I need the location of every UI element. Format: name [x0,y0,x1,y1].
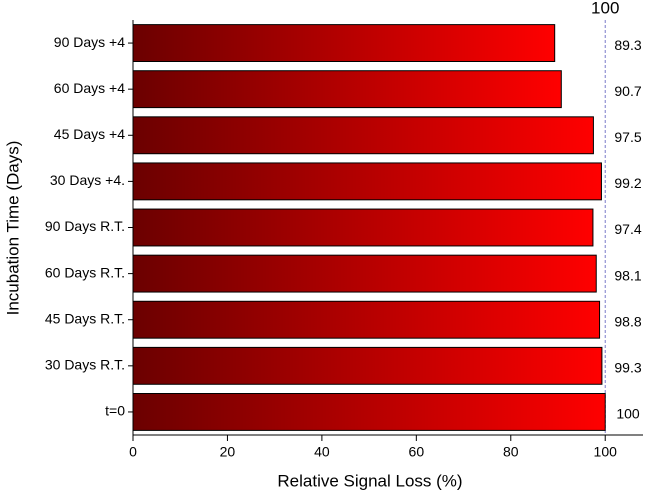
bar [132,116,594,155]
bar [132,162,602,201]
y-tick-label: 60 Days +4 [54,80,125,96]
y-tick-label: t=0 [105,403,125,419]
bar [132,70,562,109]
y-tick-label: 30 Days R.T. [45,357,125,373]
x-tick-label: 0 [129,444,137,460]
bar [132,254,597,293]
x-tick-label: 60 [409,444,425,460]
y-tick-label: 60 Days R.T. [45,264,125,280]
x-tick-label: 100 [594,444,618,460]
y-tick-label: 30 Days +4. [50,172,125,188]
value-label: 98.8 [614,313,641,329]
value-label: 98.1 [614,267,641,283]
y-axis-label: Incubation Time (Days) [3,141,22,316]
reference-label: 100 [591,0,619,17]
y-tick-label: 45 Days +4 [54,126,125,142]
x-axis-label: Relative Signal Loss (%) [277,471,462,490]
value-label: 99.2 [614,175,641,191]
value-label: 97.4 [614,221,641,237]
y-tick-label: 90 Days +4 [54,34,125,50]
x-tick-label: 80 [503,444,519,460]
bar [132,346,603,385]
y-tick-label: 90 Days R.T. [45,218,125,234]
x-tick-label: 40 [314,444,330,460]
value-label: 97.5 [614,129,641,145]
y-tick-label: 45 Days R.T. [45,310,125,326]
value-label: 90.7 [614,83,641,99]
bar [132,24,556,62]
bar [132,208,594,247]
bar [132,393,606,431]
x-tick-label: 20 [220,444,236,460]
value-label: 99.3 [614,360,641,376]
value-label: 100 [616,406,640,422]
bar [132,300,601,339]
value-label: 89.3 [614,37,641,53]
